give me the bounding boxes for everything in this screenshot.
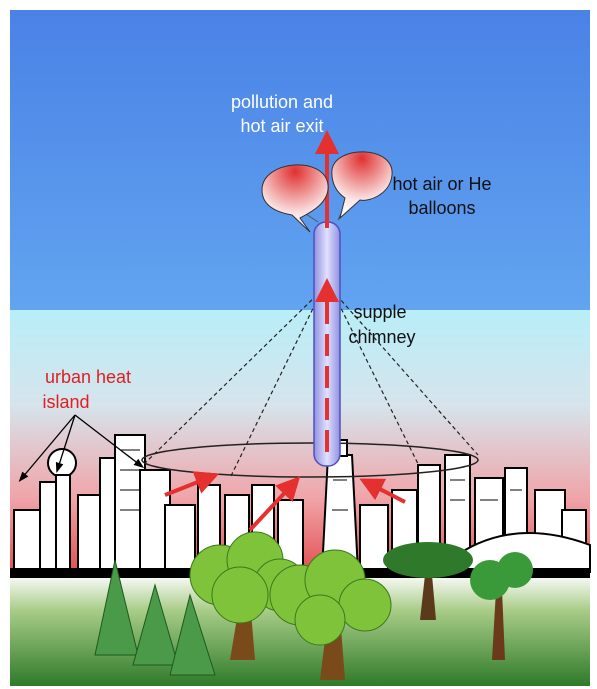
chimney-label-line: chimney <box>348 327 415 347</box>
exit-label-line: pollution and <box>231 92 333 112</box>
balloons-label-line: hot air or He <box>392 174 491 194</box>
page: {"labels": { "exit": ["pollution and", "… <box>0 0 597 689</box>
heat-island-label-line: urban heat <box>45 367 131 387</box>
diagram: pollution and hot air exit hot air or He… <box>0 0 597 689</box>
heat-island-label-line: island <box>42 392 89 412</box>
chimney-label-line: supple <box>353 302 406 322</box>
sky-upper <box>10 10 590 310</box>
exit-label-line: hot air exit <box>240 116 323 136</box>
balloons-label-line: balloons <box>408 198 475 218</box>
